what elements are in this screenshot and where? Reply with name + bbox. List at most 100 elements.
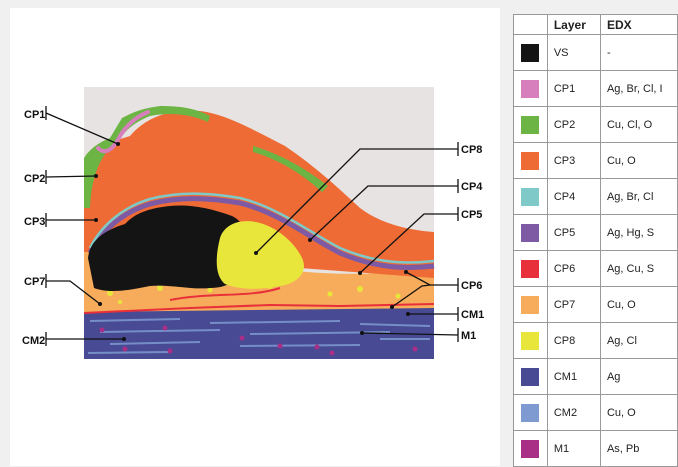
layer-cp4 — [88, 192, 435, 264]
callout-cp7: CP7 — [24, 274, 102, 306]
svg-text:CP6: CP6 — [461, 280, 482, 292]
legend-swatch-cell — [513, 106, 548, 143]
cross-section-diagram: CP1 CP2 CP3 CP7 CM2 CP8 CP4 — [22, 87, 484, 359]
callout-cp2: CP2 — [24, 170, 98, 185]
legend-layer-name: VS — [546, 34, 601, 71]
svg-text:CP2: CP2 — [24, 173, 45, 185]
callout-cp5: CP5 — [358, 207, 482, 275]
legend-color-swatch — [521, 439, 540, 458]
legend-header-swatch — [513, 14, 548, 35]
layer-cp5 — [87, 196, 435, 270]
legend-edx-elements: Cu, Cl, O — [599, 106, 678, 143]
legend-header-layer: Layer — [546, 14, 601, 35]
legend-layer-name: CP3 — [546, 142, 601, 179]
svg-text:CP4: CP4 — [461, 181, 483, 193]
legend-row: CP7 Cu, O — [513, 286, 678, 323]
legend-layer-name: M1 — [546, 430, 601, 467]
callout-cp1: CP1 — [24, 106, 120, 146]
legend-edx-elements: - — [599, 34, 678, 71]
legend-swatch-cell — [513, 70, 548, 107]
layer-cp6-inner — [169, 287, 281, 301]
legend-color-swatch — [521, 259, 540, 278]
legend-color-swatch — [521, 43, 540, 62]
layer-vs-void — [88, 205, 248, 292]
legend-edx-elements: As, Pb — [599, 430, 678, 467]
svg-text:CM1: CM1 — [461, 309, 484, 321]
legend-header-edx: EDX — [599, 14, 678, 35]
legend-swatch-cell — [513, 322, 548, 359]
legend-table: Layer EDX VS - CP1 Ag, Br, Cl, I CP2 Cu, Cl, … — [513, 14, 678, 467]
layer-cp2 — [84, 106, 210, 208]
svg-text:CP1: CP1 — [24, 109, 45, 121]
legend-layer-name: CP4 — [546, 178, 601, 215]
legend-swatch-cell — [513, 34, 548, 71]
legend-swatch-cell — [513, 250, 548, 287]
legend-swatch-cell — [513, 430, 548, 467]
svg-text:CM2: CM2 — [22, 335, 45, 347]
legend-color-swatch — [521, 331, 540, 350]
legend-color-swatch — [521, 295, 540, 314]
svg-text:CP7: CP7 — [24, 276, 45, 288]
legend-edx-elements: Ag, Br, Cl, I — [599, 70, 678, 107]
legend-layer-name: CM1 — [546, 358, 601, 395]
legend-edx-elements: Ag — [599, 358, 678, 395]
legend-color-swatch — [521, 367, 540, 386]
legend-swatch-cell — [513, 214, 548, 251]
legend-edx-elements: Cu, O — [599, 142, 678, 179]
legend-color-swatch — [521, 151, 540, 170]
cross-section-canvas: CP1 CP2 CP3 CP7 CM2 CP8 CP4 — [10, 8, 500, 466]
legend-swatch-cell — [513, 142, 548, 179]
legend-row: CM1 Ag — [513, 358, 678, 395]
legend-header-row: Layer EDX — [513, 14, 678, 35]
svg-text:CP5: CP5 — [461, 209, 482, 221]
legend-layer-name: CP6 — [546, 250, 601, 287]
legend-row: CP8 Ag, Cl — [513, 322, 678, 359]
svg-text:M1: M1 — [461, 330, 476, 342]
legend-swatch-cell — [513, 286, 548, 323]
svg-text:CP8: CP8 — [461, 144, 482, 156]
layer-cp1 — [96, 110, 150, 154]
legend-color-swatch — [521, 79, 540, 98]
legend-row: CP6 Ag, Cu, S — [513, 250, 678, 287]
legend-row: VS - — [513, 34, 678, 71]
legend-edx-elements: Cu, O — [599, 286, 678, 323]
legend-layer-name: CP8 — [546, 322, 601, 359]
legend-color-swatch — [521, 223, 540, 242]
legend-edx-elements: Ag, Cu, S — [599, 250, 678, 287]
callout-cm1: CM1 — [406, 307, 484, 321]
legend-layer-name: CP2 — [546, 106, 601, 143]
legend-color-swatch — [521, 403, 540, 422]
legend-row: M1 As, Pb — [513, 430, 678, 467]
layer-cp6-lower — [83, 303, 435, 314]
legend-layer-name: CP7 — [546, 286, 601, 323]
legend-layer-name: CP1 — [546, 70, 601, 107]
legend-row: CP4 Ag, Br, Cl — [513, 178, 678, 215]
layer-m1-dots — [99, 325, 418, 356]
legend-color-swatch — [521, 115, 540, 134]
callout-cp8: CP8 — [254, 142, 482, 255]
legend-color-swatch — [521, 187, 540, 206]
legend-edx-elements: Ag, Cl — [599, 322, 678, 359]
legend-edx-elements: Ag, Hg, S — [599, 214, 678, 251]
callout-cp4: CP4 — [308, 179, 483, 242]
legend-layer-name: CP5 — [546, 214, 601, 251]
legend-layer-name: CM2 — [546, 394, 601, 431]
callout-cp3: CP3 — [24, 213, 98, 228]
legend-row: CP5 Ag, Hg, S — [513, 214, 678, 251]
callout-cp6: CP6 — [390, 270, 482, 309]
layer-cm2-streaks — [87, 318, 431, 354]
legend-row: CM2 Cu, O — [513, 394, 678, 431]
layer-cp2-right — [253, 146, 328, 192]
legend-row: CP2 Cu, Cl, O — [513, 106, 678, 143]
legend-swatch-cell — [513, 358, 548, 395]
legend-edx-elements: Cu, O — [599, 394, 678, 431]
layer-cp8 — [216, 221, 304, 289]
legend-swatch-cell — [513, 394, 548, 431]
callout-m1: M1 — [360, 328, 476, 342]
legend-swatch-cell — [513, 178, 548, 215]
legend-row: CP3 Cu, O — [513, 142, 678, 179]
svg-text:CP3: CP3 — [24, 216, 45, 228]
legend-edx-elements: Ag, Br, Cl — [599, 178, 678, 215]
callout-cm2: CM2 — [22, 332, 126, 347]
